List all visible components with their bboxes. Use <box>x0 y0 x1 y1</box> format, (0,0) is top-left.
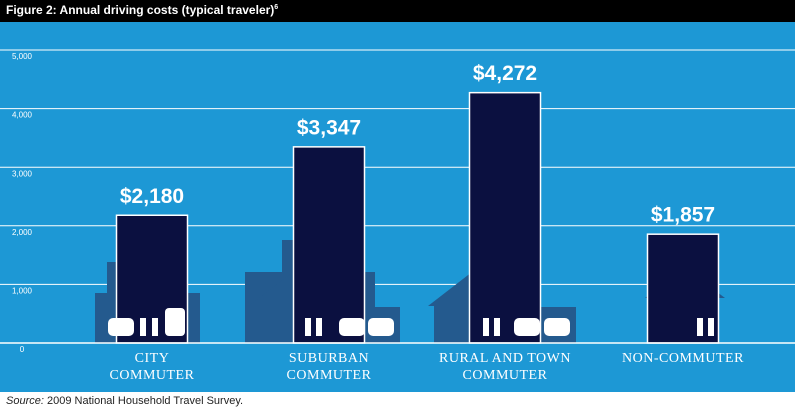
bar <box>646 233 720 344</box>
icons <box>108 308 714 336</box>
value-label: $1,857 <box>651 204 715 227</box>
x-tick-label: NON-COMMUTER <box>622 351 744 366</box>
x-tick-label: CITY COMMUTER <box>109 351 195 383</box>
bar <box>468 91 542 344</box>
header-bar <box>0 0 795 22</box>
y-tick-label: 3,000 <box>12 169 33 178</box>
value-label: $4,272 <box>473 62 537 85</box>
value-label: $2,180 <box>120 185 184 208</box>
y-tick-label: 4,000 <box>12 111 33 120</box>
x-tick-label: SUBURBAN COMMUTER <box>286 351 372 383</box>
source: Source: 2009 National Household Travel S… <box>6 395 243 407</box>
y-tick-label: 2,000 <box>12 228 33 237</box>
y-tick-label: 1,000 <box>12 287 33 296</box>
bars: $2,180 $3,347 $4,272 $1,857 <box>115 62 720 344</box>
chart-title: Figure 2: Annual driving costs (typical … <box>6 3 278 17</box>
bar <box>292 146 366 344</box>
title-text: Figure 2: Annual driving costs (typical … <box>6 3 274 17</box>
source-text: 2009 National Household Travel Survey. <box>46 395 244 407</box>
title-note: 6 <box>274 4 278 11</box>
y-tick-label: 0 <box>20 345 25 354</box>
value-label: $3,347 <box>297 116 361 139</box>
y-tick-label: 5,000 <box>12 52 33 61</box>
source-label: Source: <box>6 395 44 407</box>
x-tick-label: RURAL AND TOWN COMMUTER <box>439 351 571 383</box>
